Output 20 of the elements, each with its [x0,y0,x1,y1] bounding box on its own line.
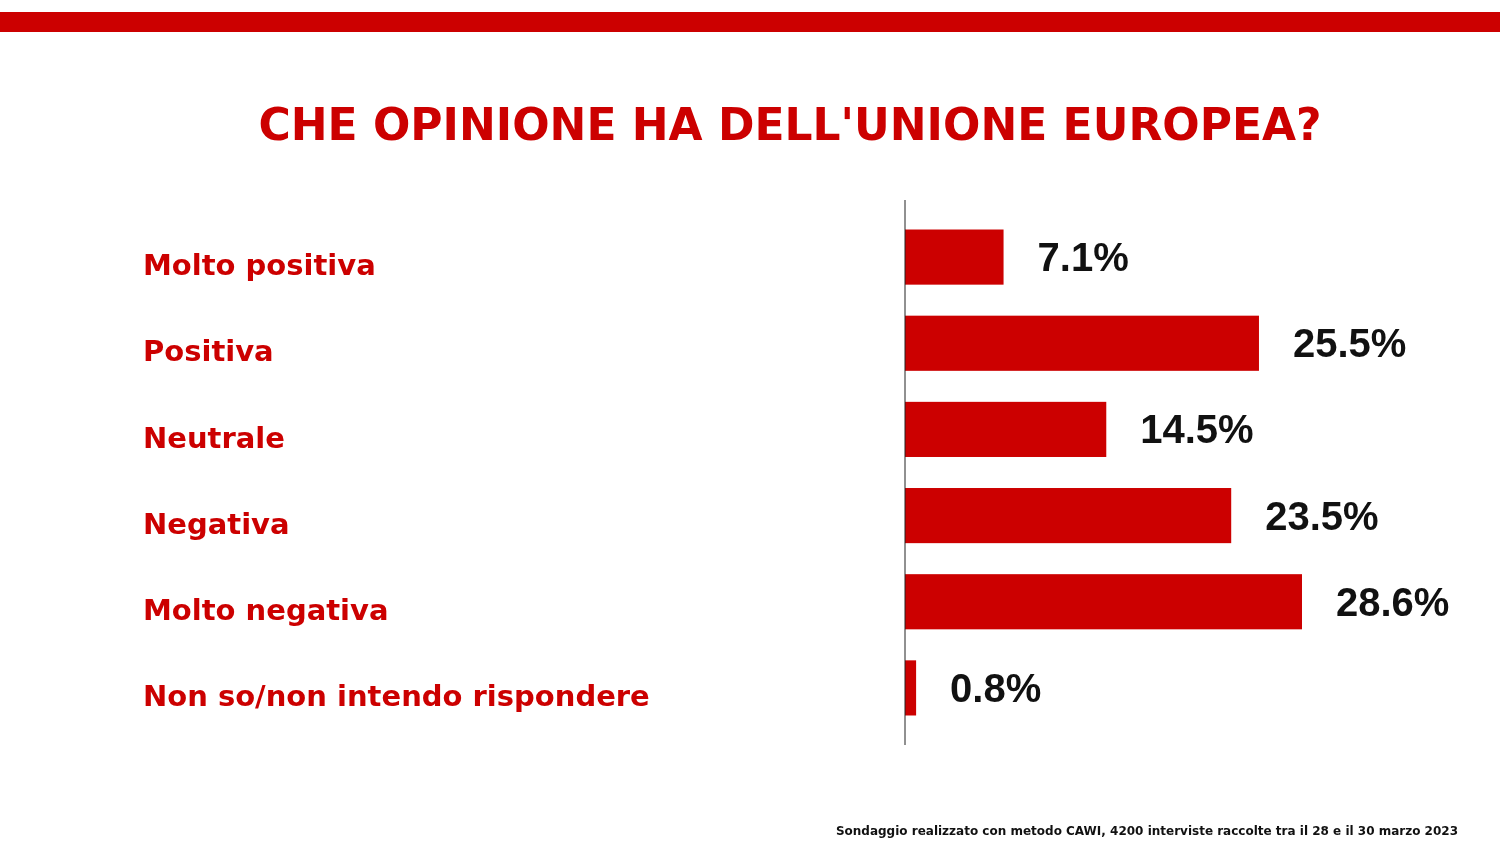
data-label: 25.5% [1292,321,1407,366]
bar [905,574,1302,630]
data-label: 7.1% [1037,235,1129,280]
text: Sondaggio realizzato con metodo CAWI, 4200 interviste raccolte tra il 28 e il 30 marzo 2023 [835,824,1458,838]
y-tick-label: Molto positiva [143,248,376,283]
y-tick-label: Non so/non intendo rispondere [143,679,650,714]
y-tick-label: Negativa [143,506,290,541]
bar [905,401,1107,457]
bar [905,229,1004,285]
bar [905,488,1232,544]
chart-title: CHE OPINIONE HA DELL'UNIONE EUROPEA? [258,99,1322,150]
bar [905,660,917,716]
data-label: 28.6% [1336,579,1450,624]
data-label: 14.5% [1140,407,1254,452]
y-tick-label: Molto negativa [143,592,389,627]
data-label: 23.5% [1265,493,1379,538]
y-tick-label: Neutrale [143,420,285,455]
bar [905,315,1259,371]
y-tick-label: Positiva [143,334,274,369]
data-label: 0.8% [950,665,1042,710]
